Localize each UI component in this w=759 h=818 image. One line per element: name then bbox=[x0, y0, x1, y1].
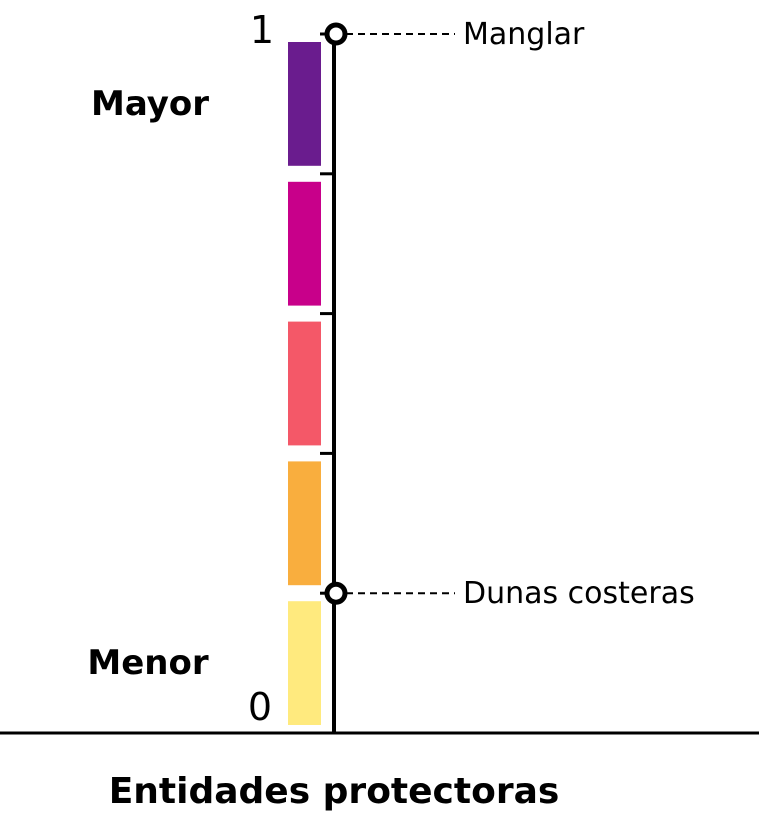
y-tick-label-top: 1 bbox=[250, 8, 274, 52]
scale-segment-5 bbox=[288, 42, 321, 166]
level-label-high: Mayor bbox=[91, 84, 209, 124]
value-markers: Manglar Dunas costeras bbox=[324, 17, 695, 611]
scale-segment-4 bbox=[288, 181, 321, 306]
level-label-low: Menor bbox=[87, 643, 208, 683]
marker-label: Dunas costeras bbox=[463, 576, 695, 611]
scale-segment-1 bbox=[288, 601, 321, 725]
axis-ticks bbox=[320, 32, 334, 595]
marker-point bbox=[324, 581, 348, 605]
color-scale-bar bbox=[288, 42, 321, 725]
x-axis-title: Entidades protectoras bbox=[109, 771, 560, 812]
scale-segment-2 bbox=[288, 461, 321, 586]
y-tick-label-bottom: 0 bbox=[248, 685, 272, 729]
scale-segment-3 bbox=[288, 321, 321, 446]
marker-label: Manglar bbox=[463, 17, 585, 52]
marker-1: Manglar bbox=[324, 17, 585, 52]
marker-point bbox=[324, 22, 348, 46]
marker-2: Dunas costeras bbox=[324, 576, 695, 611]
